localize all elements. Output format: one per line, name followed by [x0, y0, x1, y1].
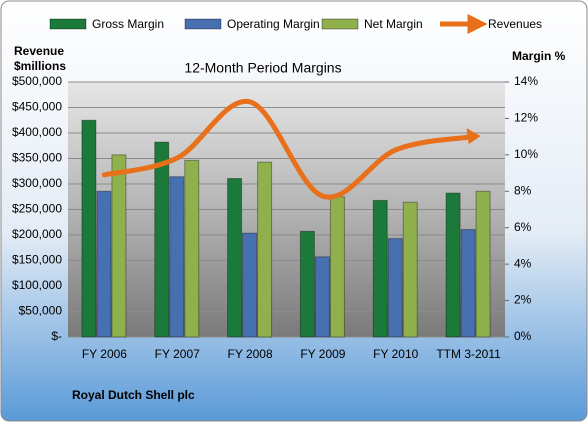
y-tick-label: $500,000 [12, 74, 62, 88]
bar [227, 178, 243, 338]
bar [169, 176, 185, 338]
bar [329, 196, 345, 338]
y-tick-label: $200,000 [12, 227, 62, 241]
bar [475, 190, 491, 338]
legend-swatch [184, 18, 222, 30]
y-tick-label: $250,000 [12, 202, 62, 216]
bar [184, 159, 200, 338]
y-tick-label: $400,000 [12, 125, 62, 139]
y-tick-label: $450,000 [12, 100, 62, 114]
legend-label: Revenues [488, 17, 542, 31]
bar [372, 199, 388, 338]
x-tick-label: FY 2009 [300, 347, 345, 361]
bar [111, 154, 127, 338]
bar [81, 119, 97, 338]
y2-tick-label: 6% [514, 220, 532, 234]
chart-title: 12-Month Period Margins [184, 60, 341, 76]
y2-tick-label: 14% [514, 74, 538, 88]
y2-tick-label: 10% [514, 147, 538, 161]
y2-tick-label: 12% [514, 111, 538, 125]
y2-tick-label: 0% [514, 329, 532, 343]
y-tick-label: $- [51, 329, 62, 343]
legend-label: Operating Margin [227, 17, 320, 31]
x-tick-label: FY 2007 [155, 347, 200, 361]
legend-label: Net Margin [364, 17, 423, 31]
y2-tick-label: 4% [514, 256, 532, 270]
y-tick-label: $150,000 [12, 253, 62, 267]
y2-axis-title: Margin % [512, 49, 566, 63]
bar [257, 161, 273, 338]
y-axis-title: Revenue [14, 44, 64, 58]
y-tick-label: $300,000 [12, 176, 62, 190]
legend-swatch [49, 18, 87, 30]
y2-tick-label: 2% [514, 293, 532, 307]
bar [299, 230, 315, 338]
bar [154, 141, 170, 338]
legend-swatch [440, 13, 488, 35]
bar [445, 192, 461, 338]
bar [96, 190, 112, 338]
bar [460, 229, 476, 338]
x-tick-label: FY 2006 [82, 347, 127, 361]
legend-label: Gross Margin [92, 17, 164, 31]
y-tick-label: $350,000 [12, 151, 62, 165]
x-tick-label: TTM 3-2011 [436, 347, 501, 361]
bar [387, 238, 403, 338]
revenue-line [101, 98, 472, 200]
bar [402, 201, 418, 338]
source: Royal Dutch Shell plc [72, 388, 195, 402]
bar [242, 232, 258, 338]
bar [314, 256, 330, 338]
legend-swatch [321, 18, 359, 30]
y-tick-label: $50,000 [19, 304, 63, 318]
x-tick-label: FY 2008 [228, 347, 273, 361]
line-arrow [466, 128, 481, 145]
y-tick-label: $100,000 [12, 278, 62, 292]
x-tick-label: FY 2010 [373, 347, 418, 361]
y2-tick-label: 8% [514, 183, 532, 197]
y-axis-title: $millions [14, 59, 66, 73]
